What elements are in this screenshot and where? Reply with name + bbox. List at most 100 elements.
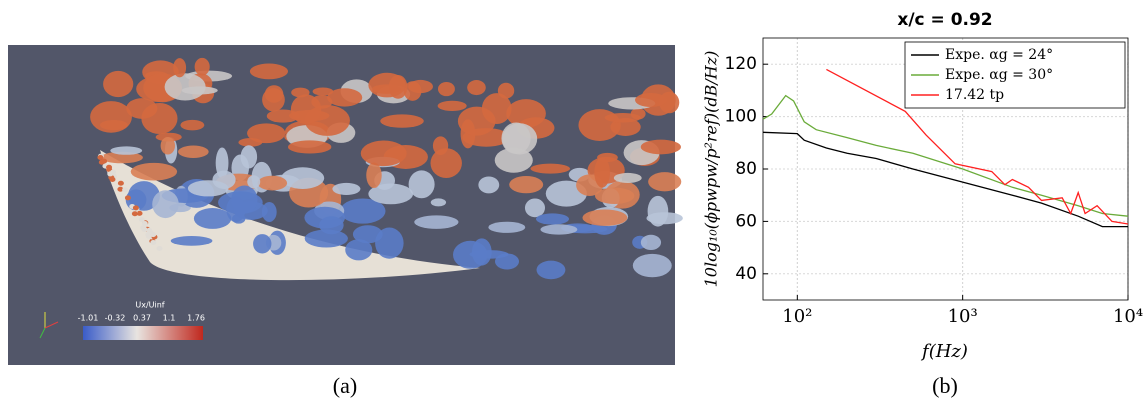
vortex-blob: [437, 100, 467, 111]
y-axis-label: 10log₁₀(ϕpwpw/p²ref)(dB/Hz): [702, 51, 721, 288]
colorbar-label: 1.1: [163, 314, 176, 323]
vortex-blob: [414, 215, 459, 229]
vortex-blob: [340, 198, 386, 224]
vortex-blob: [97, 154, 104, 160]
vortex-blob: [180, 119, 205, 131]
vortex-blob: [110, 169, 117, 175]
y-tick-label: 120: [725, 54, 757, 74]
vortex-blob: [640, 139, 681, 155]
vortex-blob: [156, 245, 163, 251]
vortex-blob: [430, 148, 462, 179]
vortex-blob: [126, 98, 158, 119]
vortex-blob: [141, 221, 148, 227]
vortex-blob: [240, 145, 258, 169]
caption: (b): [932, 373, 958, 398]
vortex-blob: [467, 80, 486, 96]
vortex-blob: [253, 234, 272, 254]
vortex-blob: [360, 140, 407, 167]
colorbar: [83, 326, 203, 340]
vortex-blob: [368, 183, 414, 205]
vortex-blob: [366, 162, 382, 189]
vortex-blob: [290, 94, 322, 125]
x-axis-label: f(Hz): [920, 341, 968, 362]
legend-label: Expe. αg = 24°: [945, 47, 1053, 63]
vortex-blob: [130, 162, 178, 181]
vortex-blob: [368, 72, 406, 98]
legend-label: 17.42 tp: [945, 87, 1004, 103]
vortex-blob: [249, 63, 288, 80]
vortex-blob: [117, 180, 124, 186]
vortex-blob: [582, 209, 628, 226]
vortex-blob: [178, 145, 209, 158]
vortex-blob: [141, 226, 148, 232]
vortex-blob: [312, 87, 334, 96]
vortex-blob: [632, 253, 672, 278]
vortex-blob: [509, 176, 544, 194]
vortex-blob: [345, 239, 373, 261]
vortex-blob: [110, 146, 143, 155]
vortex-blob: [327, 88, 363, 107]
vortex-blob: [124, 195, 131, 201]
vortex-blob: [304, 229, 348, 248]
vortex-blob: [247, 175, 261, 189]
vortex-blob: [535, 213, 570, 225]
vortex-blob: [173, 58, 187, 78]
vortex-blob: [101, 158, 108, 164]
airfoil: [100, 150, 480, 281]
vortex-blob: [536, 260, 566, 280]
colorbar-label: -0.32: [105, 314, 126, 323]
vortex-blob: [647, 195, 669, 227]
x-tick-label: 10³: [948, 306, 978, 327]
vortex-blob: [430, 198, 447, 207]
vortex-blob: [231, 185, 258, 214]
chart-title: x/c = 0.92: [897, 10, 992, 30]
vortex-blob: [530, 163, 571, 174]
vortex-blob: [287, 140, 332, 154]
vortex-structures: [90, 57, 683, 280]
vortex-blob: [481, 93, 512, 125]
vortex-blob: [106, 164, 113, 170]
vortex-blob: [332, 182, 361, 195]
vortex-blob: [145, 232, 152, 238]
vortex-blob: [170, 236, 213, 246]
vortex-blob: [540, 224, 578, 235]
vortex-blob: [138, 217, 145, 223]
vortex-blob: [304, 206, 346, 229]
vortex-blob: [635, 93, 667, 108]
series-line: [762, 94, 1129, 217]
vortex-blob: [100, 151, 143, 164]
vortex-blob: [247, 123, 286, 144]
vortex-blob: [150, 240, 157, 246]
colorbar-label: -1.01: [78, 314, 99, 323]
vortex-blob: [501, 122, 531, 155]
vortex-blob: [281, 167, 325, 189]
vortex-blob: [352, 225, 383, 244]
vortex-blob: [117, 186, 124, 192]
vortex-blob: [594, 157, 610, 188]
vortex-blob: [437, 81, 455, 97]
vortex-blob: [408, 170, 435, 199]
x-tick-label: 10⁴: [1113, 306, 1143, 327]
vortex-blob: [453, 240, 488, 269]
vortex-blob: [380, 114, 424, 128]
vortex-blob: [146, 227, 153, 233]
vortex-blob: [257, 175, 288, 191]
y-tick-label: 60: [735, 211, 757, 231]
vortex-blob: [136, 210, 143, 216]
vortex-blob: [212, 170, 236, 189]
vortex-blob: [478, 176, 500, 194]
vortex-blob: [132, 205, 139, 211]
vortex-blob: [266, 109, 300, 123]
legend-box: [904, 41, 1126, 109]
vortex-blob: [648, 172, 682, 192]
plot-frame: [762, 37, 1129, 301]
vortex-blob: [640, 234, 662, 251]
colorbar-label: 0.37: [133, 314, 151, 323]
x-tick-label: 10²: [782, 306, 812, 327]
axes-triad: [39, 312, 59, 339]
simulation-image: Ux/Uinf (a): [8, 45, 683, 398]
y-tick-label: 40: [735, 264, 757, 284]
vortex-blob: [131, 211, 138, 217]
vortex-blob: [152, 190, 179, 219]
